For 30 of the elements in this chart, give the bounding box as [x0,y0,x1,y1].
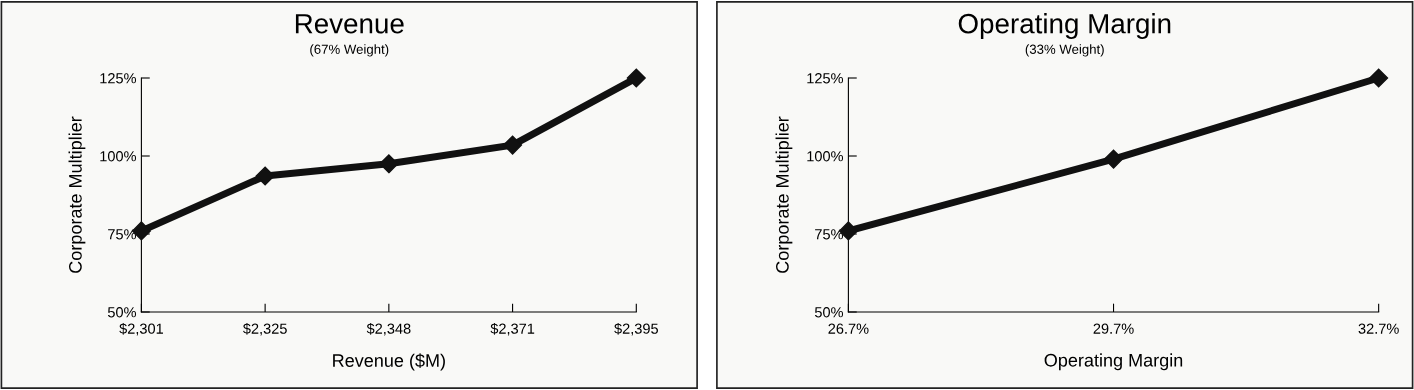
chart-title: Operating Margin [958,13,1171,39]
y-tick-label: 50% [107,307,137,318]
y-tick-label: 75% [108,229,137,240]
point [379,154,399,174]
point [1103,149,1124,169]
x-axis-title: Revenue ($M) [333,353,445,371]
y-tick-label: 50% [814,307,844,318]
x-tick-label: $2,325 [242,322,287,336]
x-tick-label: 26.7% [828,323,869,334]
x-tick-label: $2,348 [366,322,411,336]
y-tick-label: 100% [807,151,844,162]
y-tick-label: 125% [100,73,137,84]
chart-subtitle: (67% Weight) [310,44,389,57]
chart-subtitle: (33% Weight) [1025,44,1104,57]
y-tick-label: 125% [807,73,844,84]
x-tick-label: $2,371 [490,322,535,336]
y-tick-label: 100% [100,151,137,162]
point [503,135,523,155]
y-axis-title: Corporate Multiplier [68,116,86,273]
x-axis-title: Operating Margin [1044,353,1183,371]
y-tick-label: 75% [815,229,844,240]
y-axis-title: Corporate Multiplier [775,116,793,273]
x-tick-label: $2,395 [614,322,658,336]
x-tick-label: 32.7% [1358,323,1399,334]
point [1369,68,1389,88]
x-tick-label: 29.7% [1093,323,1134,334]
x-tick-label: $2,301 [119,322,163,336]
point [626,68,646,88]
chart-title: Revenue [295,14,404,34]
point [255,166,275,186]
